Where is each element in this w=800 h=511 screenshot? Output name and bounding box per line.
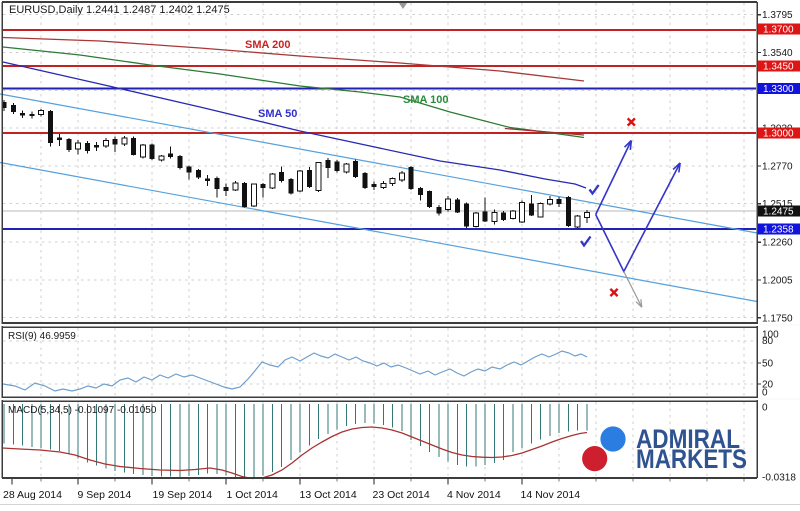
svg-text:1.2260: 1.2260 — [762, 238, 793, 249]
svg-text:ADMIRAL: ADMIRAL — [636, 424, 740, 454]
svg-text:1 Oct 2014: 1 Oct 2014 — [227, 489, 279, 501]
svg-text:-0.0318: -0.0318 — [762, 473, 796, 484]
svg-text:1.2358: 1.2358 — [763, 225, 794, 236]
svg-text:19 Sep 2014: 19 Sep 2014 — [153, 489, 213, 501]
svg-text:1.2515: 1.2515 — [762, 199, 793, 210]
svg-text:23 Oct 2014: 23 Oct 2014 — [373, 489, 430, 501]
svg-text:13 Oct 2014: 13 Oct 2014 — [300, 489, 357, 501]
svg-text:0: 0 — [762, 403, 768, 414]
svg-text:MACD(5,34,5) -0.01097 -0.01050: MACD(5,34,5) -0.01097 -0.01050 — [8, 405, 157, 416]
svg-text:1.3000: 1.3000 — [763, 129, 794, 140]
svg-text:1.3700: 1.3700 — [763, 25, 794, 36]
svg-text:SMA 50: SMA 50 — [258, 108, 297, 120]
svg-text:50: 50 — [762, 359, 774, 370]
svg-text:1.2005: 1.2005 — [762, 276, 793, 287]
svg-text:SMA 200: SMA 200 — [245, 39, 290, 51]
svg-text:28 Aug 2014: 28 Aug 2014 — [3, 489, 62, 501]
svg-text:1.3450: 1.3450 — [763, 62, 794, 73]
svg-text:20: 20 — [762, 380, 774, 391]
svg-text:RSI(9) 46.9959: RSI(9) 46.9959 — [8, 331, 76, 342]
svg-text:4 Nov 2014: 4 Nov 2014 — [447, 489, 501, 501]
svg-text:1.2770: 1.2770 — [762, 161, 793, 172]
svg-text:1.2475: 1.2475 — [763, 207, 794, 218]
svg-text:100: 100 — [762, 330, 779, 341]
svg-text:0: 0 — [762, 388, 768, 399]
svg-text:SMA 100: SMA 100 — [403, 94, 448, 106]
svg-text:MARKETS: MARKETS — [636, 444, 747, 474]
svg-text:9 Sep 2014: 9 Sep 2014 — [78, 489, 132, 501]
svg-text:EURUSD,Daily 1.2441 1.2487 1.: EURUSD,Daily 1.2441 1.2487 1.2402 1.2475 — [9, 4, 230, 16]
svg-text:14 Nov 2014: 14 Nov 2014 — [521, 489, 581, 501]
svg-text:1.1750: 1.1750 — [762, 313, 793, 324]
svg-text:1.3300: 1.3300 — [763, 84, 794, 95]
svg-text:80: 80 — [762, 336, 774, 347]
svg-text:1.3540: 1.3540 — [762, 48, 793, 59]
svg-text:1.3795: 1.3795 — [762, 10, 793, 21]
